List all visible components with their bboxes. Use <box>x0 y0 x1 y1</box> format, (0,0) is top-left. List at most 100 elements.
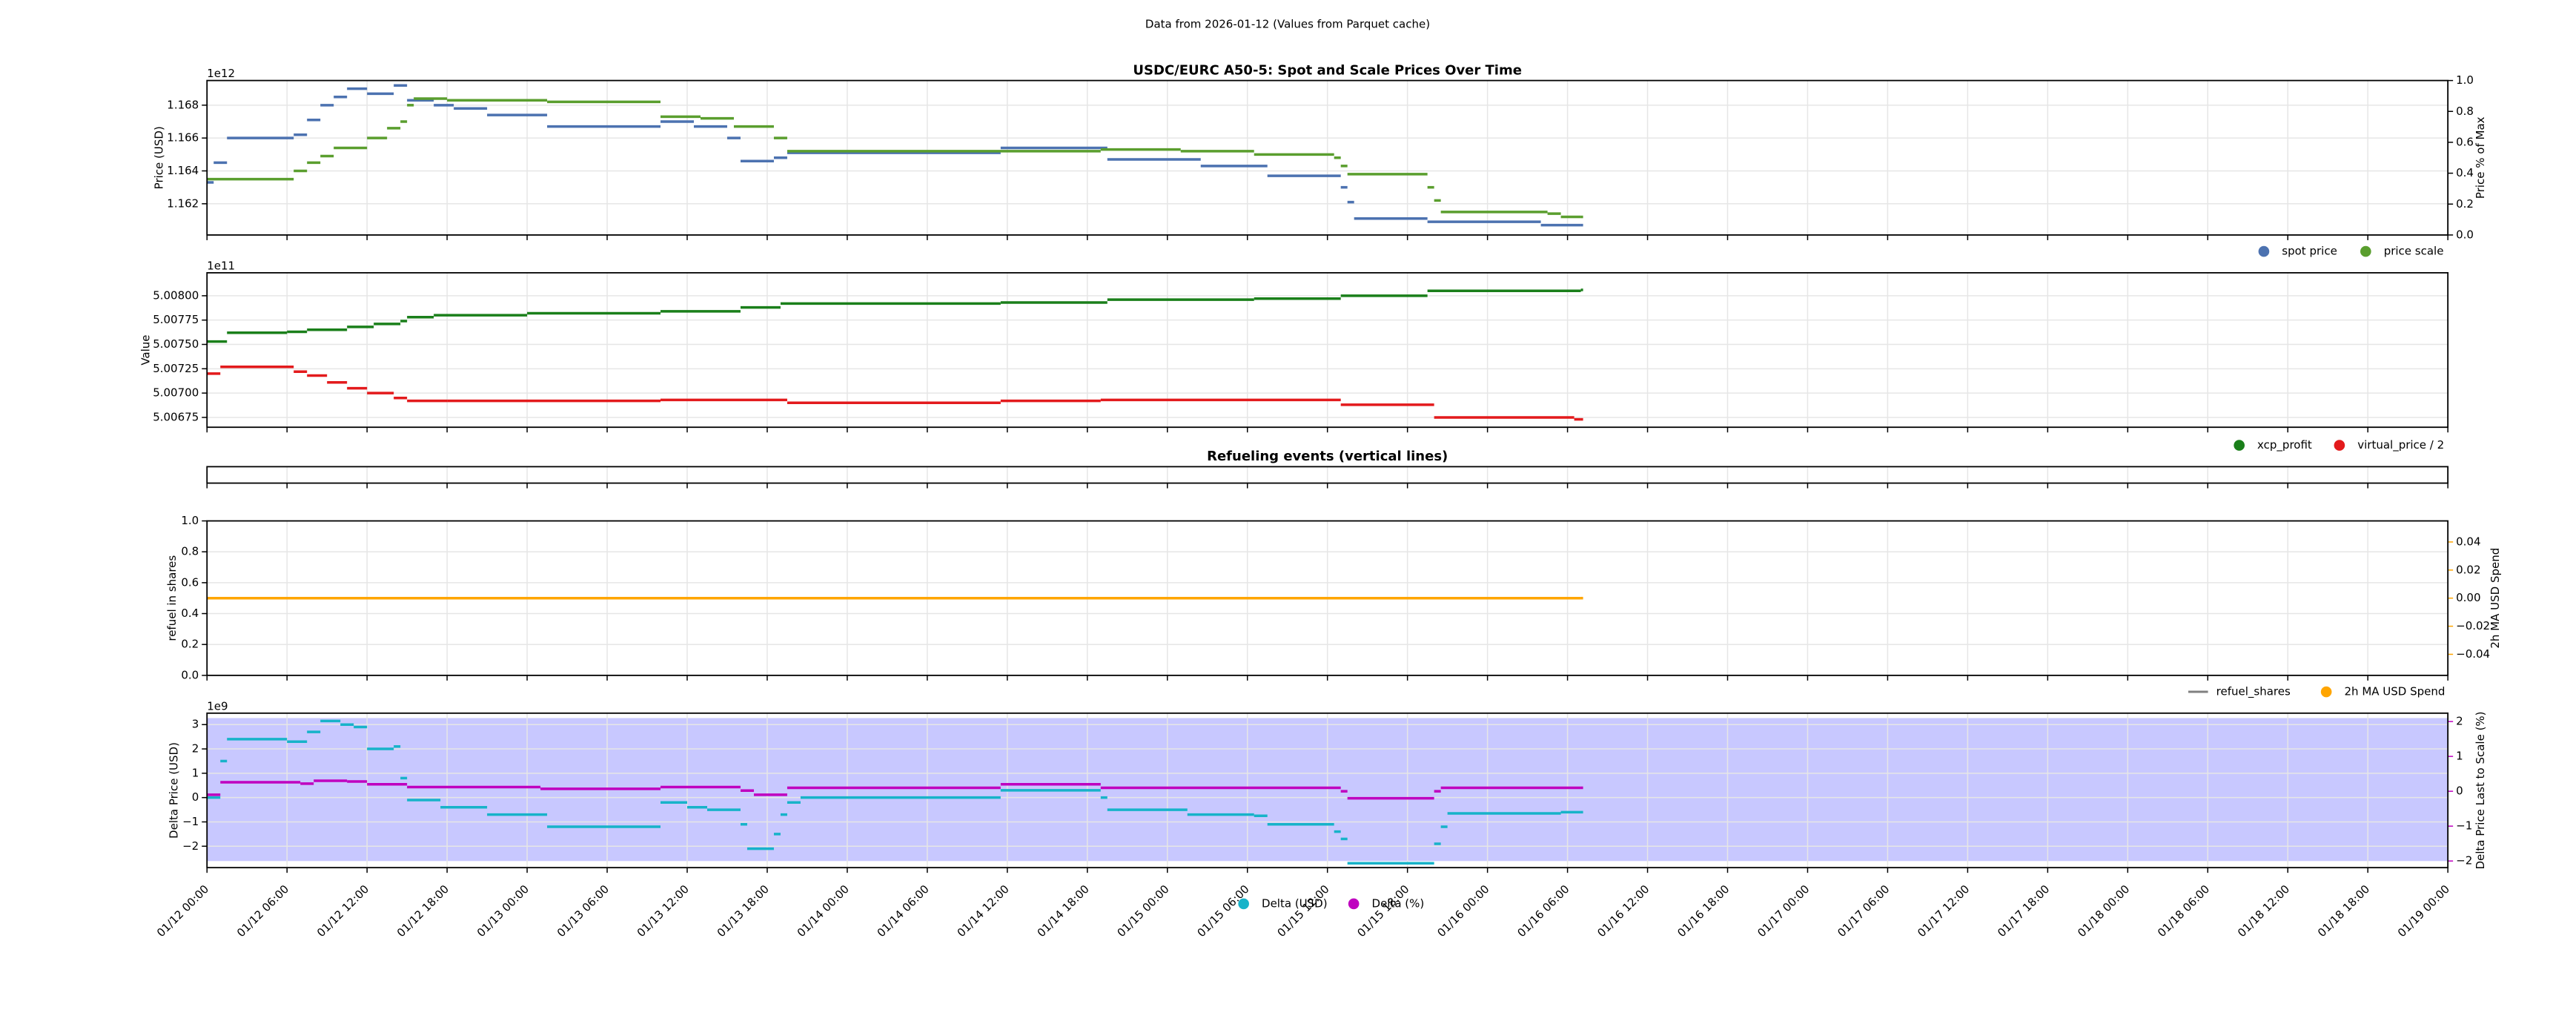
x-tick-label: 01/17 18:00 <box>1995 882 2052 939</box>
offset-label: 1e11 <box>207 260 235 273</box>
y-axis-label: Value <box>139 334 153 365</box>
y-tick-label: 5.00775 <box>153 313 199 326</box>
x-tick-label: 01/18 00:00 <box>2075 882 2132 939</box>
y-tick-label: 2 <box>192 742 199 756</box>
x-tick-label: 01/12 00:00 <box>154 882 211 939</box>
x-tick-label: 01/16 06:00 <box>1514 882 1572 939</box>
y2-tick-label: 0.0 <box>2456 228 2474 241</box>
y-tick-label: 1.168 <box>167 98 199 111</box>
offset-label: 1e9 <box>207 699 228 713</box>
y-tick-label: 0 <box>192 790 199 804</box>
suptitle: Data from 2026-01-12 (Values from Parque… <box>1145 18 1430 31</box>
x-tick-label: 01/14 06:00 <box>875 882 932 939</box>
legend-marker <box>2320 686 2332 698</box>
y-tick-label: −1 <box>182 815 199 828</box>
legend-label: price scale <box>2384 245 2444 258</box>
x-tick-label: 01/16 18:00 <box>1675 882 1732 939</box>
y2-tick-label: 0.8 <box>2456 105 2474 118</box>
x-tick-label: 01/14 12:00 <box>955 882 1012 939</box>
panel-title: USDC/EURC A50-5: Spot and Scale Prices O… <box>1133 62 1522 78</box>
plot-frame <box>206 79 2449 236</box>
y-tick-label: 0.6 <box>181 575 199 589</box>
y2-tick-label: 1.0 <box>2456 73 2474 87</box>
x-tick-label: 01/15 12:00 <box>1274 882 1331 939</box>
y-tick-label: 0.2 <box>181 638 199 651</box>
x-tick-label: 01/12 06:00 <box>234 882 291 939</box>
x-tick-label: 01/16 12:00 <box>1595 882 1652 939</box>
y-tick-label: 5.00700 <box>153 386 199 400</box>
x-tick-label: 01/13 00:00 <box>474 882 532 939</box>
legend-label: Delta (%) <box>1372 896 1425 910</box>
legend-marker <box>2258 245 2270 257</box>
plot-frame <box>206 271 2449 429</box>
y-axis-label: Delta Price (USD) <box>167 742 180 839</box>
y-tick-label: 0.0 <box>181 668 199 681</box>
legend-label: xcp_profit <box>2257 438 2312 452</box>
x-tick-label: 01/13 06:00 <box>554 882 612 939</box>
y2-axis-label: 2h MA USD Spend <box>2489 548 2502 649</box>
y2-axis-label: Price % of Max <box>2474 116 2487 199</box>
legend-label: spot price <box>2282 245 2337 258</box>
y-tick-label: 5.00750 <box>153 337 199 351</box>
legend-marker <box>2234 440 2245 451</box>
x-tick-label: 01/17 06:00 <box>1835 882 1892 939</box>
x-tick-label: 01/18 12:00 <box>2235 882 2292 939</box>
x-tick-label: 01/18 18:00 <box>2315 882 2372 939</box>
x-tick-label: 01/16 00:00 <box>1434 882 1491 939</box>
y2-tick-label: 0.04 <box>2456 535 2480 548</box>
y2-tick-label: 0.6 <box>2456 135 2474 148</box>
y2-tick-label: 0.2 <box>2456 197 2474 211</box>
legend-marker <box>1348 898 1360 910</box>
y2-tick-label: −2 <box>2456 854 2472 868</box>
plot-frame <box>206 520 2449 676</box>
y-tick-label: 1.162 <box>167 196 199 210</box>
x-tick-label: 01/15 00:00 <box>1115 882 1172 939</box>
x-tick-label: 01/14 18:00 <box>1035 882 1092 939</box>
y-tick-label: 1 <box>192 766 199 779</box>
y-tick-label: 0.8 <box>181 545 199 558</box>
x-tick-label: 01/19 00:00 <box>2395 882 2452 939</box>
y-axis-label: Price (USD) <box>152 126 165 189</box>
y2-tick-label: 0.00 <box>2456 591 2480 604</box>
y2-tick-label: 0.02 <box>2456 563 2480 576</box>
legend-label: Delta (USD) <box>1262 896 1328 910</box>
y-tick-label: 5.00800 <box>153 288 199 302</box>
x-tick-label: 01/18 06:00 <box>2155 882 2212 939</box>
x-tick-label: 01/13 12:00 <box>635 882 692 939</box>
y2-tick-label: −1 <box>2456 819 2472 833</box>
y-tick-label: 5.00675 <box>153 410 199 423</box>
y-tick-label: 5.00725 <box>153 362 199 375</box>
legend-label: refuel_shares <box>2216 685 2291 699</box>
y2-tick-label: 0.4 <box>2456 166 2474 179</box>
y2-tick-label: −0.04 <box>2456 647 2490 661</box>
y-axis-label: refuel in shares <box>165 555 179 641</box>
legend-marker <box>2334 440 2345 451</box>
x-tick-label: 01/15 06:00 <box>1194 882 1251 939</box>
y2-axis-label: Delta Price Last to Scale (%) <box>2474 711 2487 869</box>
x-tick-label: 01/12 18:00 <box>394 882 451 939</box>
y2-tick-label: 0 <box>2456 784 2463 798</box>
y2-tick-label: −0.02 <box>2456 619 2490 632</box>
y-tick-label: 3 <box>192 718 199 731</box>
x-tick-label: 01/13 18:00 <box>715 882 772 939</box>
x-tick-label: 01/14 00:00 <box>795 882 852 939</box>
legend-marker <box>1238 898 1249 910</box>
y-tick-label: −2 <box>182 839 199 853</box>
y-tick-label: 1.166 <box>167 131 199 145</box>
y2-tick-label: 2 <box>2456 715 2463 728</box>
offset-label: 1e12 <box>207 67 235 80</box>
x-tick-label: 01/15 18:00 <box>1354 882 1411 939</box>
y-tick-label: 0.4 <box>181 607 199 620</box>
x-tick-label: 01/12 12:00 <box>314 882 371 939</box>
panel-title: Refueling events (vertical lines) <box>1207 449 1448 464</box>
legend-marker <box>2360 245 2371 257</box>
y-tick-label: 1.164 <box>167 164 199 177</box>
legend-label: 2h MA USD Spend <box>2345 685 2446 698</box>
y-tick-label: 1.0 <box>181 514 199 527</box>
x-tick-label: 01/17 00:00 <box>1755 882 1812 939</box>
plot-frame <box>206 466 2449 484</box>
plot-frame <box>206 712 2449 869</box>
x-tick-label: 01/17 12:00 <box>1915 882 1972 939</box>
y2-tick-label: 1 <box>2456 750 2463 763</box>
